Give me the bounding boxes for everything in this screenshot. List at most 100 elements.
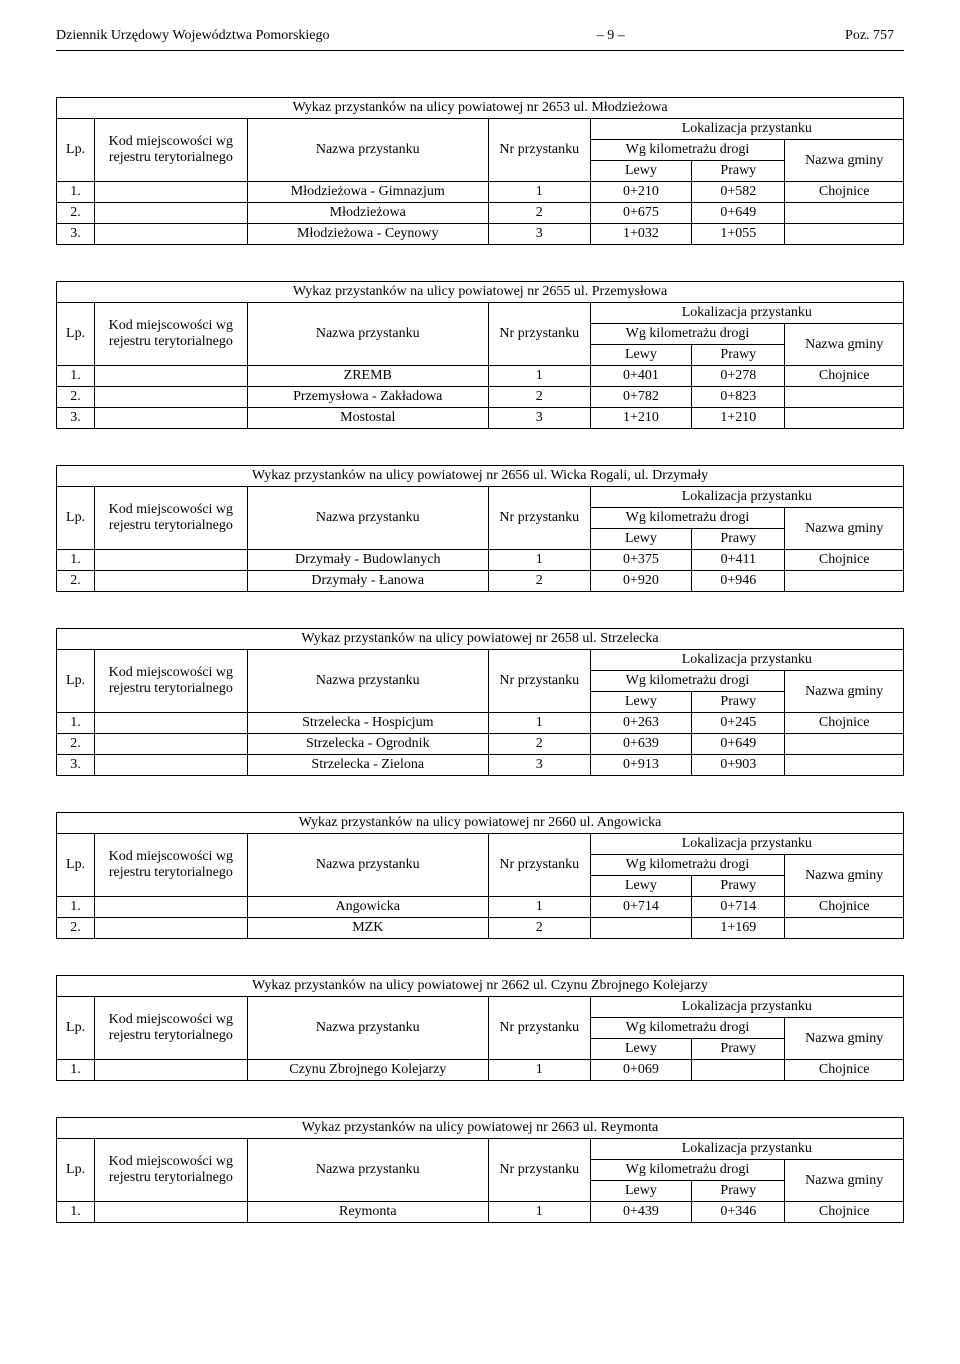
cell-kod: [95, 182, 247, 203]
cell-prawy: 0+278: [692, 366, 785, 387]
table-title: Wykaz przystanków na ulicy powiatowej nr…: [57, 282, 904, 303]
cell-nr: 3: [488, 224, 590, 245]
table-title: Wykaz przystanków na ulicy powiatowej nr…: [57, 1118, 904, 1139]
col-lewy: Lewy: [590, 1181, 692, 1202]
cell-kod: [95, 387, 247, 408]
cell-gmina: Chojnice: [785, 1060, 904, 1081]
col-wg-km: Wg kilometrażu drogi: [590, 855, 785, 876]
cell-prawy: 1+055: [692, 224, 785, 245]
col-gmina: Nazwa gminy: [785, 508, 904, 550]
cell-lewy: 0+675: [590, 203, 692, 224]
cell-lewy: 0+069: [590, 1060, 692, 1081]
cell-name: MZK: [247, 918, 488, 939]
cell-kod: [95, 1060, 247, 1081]
cell-gmina: Chojnice: [785, 713, 904, 734]
cell-kod: [95, 713, 247, 734]
col-gmina: Nazwa gminy: [785, 1160, 904, 1202]
cell-name: Młodzieżowa - Ceynowy: [247, 224, 488, 245]
cell-nr: 1: [488, 713, 590, 734]
cell-lewy: 0+375: [590, 550, 692, 571]
cell-kod: [95, 224, 247, 245]
cell-gmina: Chojnice: [785, 550, 904, 571]
table-row: 1.Strzelecka - Hospicjum10+2630+245Chojn…: [57, 713, 904, 734]
col-wg-km: Wg kilometrażu drogi: [590, 1018, 785, 1039]
cell-lp: 1.: [57, 182, 95, 203]
cell-prawy: 0+714: [692, 897, 785, 918]
col-kod: Kod miejscowości wg rejestru terytorialn…: [95, 487, 247, 550]
road-table: Wykaz przystanków na ulicy powiatowej nr…: [56, 97, 904, 245]
header-page-number: – 9 –: [568, 28, 653, 44]
col-lokalizacja: Lokalizacja przystanku: [590, 303, 903, 324]
cell-lp: 3.: [57, 755, 95, 776]
page-header: Dziennik Urzędowy Województwa Pomorskieg…: [56, 28, 904, 44]
col-wg-km: Wg kilometrażu drogi: [590, 1160, 785, 1181]
cell-prawy: 0+649: [692, 203, 785, 224]
table-row: 1.Czynu Zbrojnego Kolejarzy10+069Chojnic…: [57, 1060, 904, 1081]
col-wg-km: Wg kilometrażu drogi: [590, 508, 785, 529]
cell-gmina: Chojnice: [785, 1202, 904, 1223]
cell-kod: [95, 1202, 247, 1223]
cell-gmina: Chojnice: [785, 182, 904, 203]
cell-kod: [95, 366, 247, 387]
col-name: Nazwa przystanku: [247, 997, 488, 1060]
cell-name: Drzymały - Budowlanych: [247, 550, 488, 571]
road-table: Wykaz przystanków na ulicy powiatowej nr…: [56, 465, 904, 592]
col-lp: Lp.: [57, 997, 95, 1060]
table-row: 2.Strzelecka - Ogrodnik20+6390+649: [57, 734, 904, 755]
col-prawy: Prawy: [692, 692, 785, 713]
col-lokalizacja: Lokalizacja przystanku: [590, 997, 903, 1018]
col-gmina: Nazwa gminy: [785, 324, 904, 366]
cell-prawy: 0+903: [692, 755, 785, 776]
col-nr: Nr przystanku: [488, 650, 590, 713]
cell-gmina: [785, 755, 904, 776]
cell-prawy: 1+169: [692, 918, 785, 939]
col-name: Nazwa przystanku: [247, 487, 488, 550]
cell-name: Przemysłowa - Zakładowa: [247, 387, 488, 408]
cell-lp: 2.: [57, 571, 95, 592]
cell-lewy: 0+263: [590, 713, 692, 734]
tables-container: Wykaz przystanków na ulicy powiatowej nr…: [56, 97, 904, 1223]
road-table: Wykaz przystanków na ulicy powiatowej nr…: [56, 812, 904, 939]
col-lokalizacja: Lokalizacja przystanku: [590, 834, 903, 855]
col-lp: Lp.: [57, 303, 95, 366]
col-lewy: Lewy: [590, 345, 692, 366]
col-nr: Nr przystanku: [488, 1139, 590, 1202]
col-lewy: Lewy: [590, 692, 692, 713]
cell-lewy: [590, 918, 692, 939]
col-kod: Kod miejscowości wg rejestru terytorialn…: [95, 834, 247, 897]
cell-lp: 1.: [57, 366, 95, 387]
cell-prawy: 0+582: [692, 182, 785, 203]
road-table: Wykaz przystanków na ulicy powiatowej nr…: [56, 1117, 904, 1223]
cell-nr: 1: [488, 366, 590, 387]
col-lewy: Lewy: [590, 529, 692, 550]
cell-lp: 1.: [57, 1202, 95, 1223]
header-right: Poz. 757: [657, 28, 894, 44]
cell-name: Strzelecka - Ogrodnik: [247, 734, 488, 755]
col-lewy: Lewy: [590, 161, 692, 182]
header-divider: [56, 50, 904, 51]
col-prawy: Prawy: [692, 161, 785, 182]
cell-lp: 2.: [57, 734, 95, 755]
cell-name: Reymonta: [247, 1202, 488, 1223]
cell-lewy: 0+913: [590, 755, 692, 776]
road-table: Wykaz przystanków na ulicy powiatowej nr…: [56, 281, 904, 429]
cell-kod: [95, 550, 247, 571]
col-wg-km: Wg kilometrażu drogi: [590, 324, 785, 345]
table-row: 1.Reymonta10+4390+346Chojnice: [57, 1202, 904, 1223]
col-nr: Nr przystanku: [488, 834, 590, 897]
col-lp: Lp.: [57, 1139, 95, 1202]
cell-kod: [95, 571, 247, 592]
col-gmina: Nazwa gminy: [785, 140, 904, 182]
cell-prawy: 0+245: [692, 713, 785, 734]
col-kod: Kod miejscowości wg rejestru terytorialn…: [95, 119, 247, 182]
col-gmina: Nazwa gminy: [785, 1018, 904, 1060]
cell-gmina: [785, 571, 904, 592]
cell-nr: 3: [488, 755, 590, 776]
cell-prawy: 0+823: [692, 387, 785, 408]
cell-nr: 1: [488, 897, 590, 918]
cell-nr: 1: [488, 1060, 590, 1081]
table-title: Wykaz przystanków na ulicy powiatowej nr…: [57, 976, 904, 997]
table-row: 3.Mostostal31+2101+210: [57, 408, 904, 429]
table-row: 1.Angowicka10+7140+714Chojnice: [57, 897, 904, 918]
road-table: Wykaz przystanków na ulicy powiatowej nr…: [56, 975, 904, 1081]
